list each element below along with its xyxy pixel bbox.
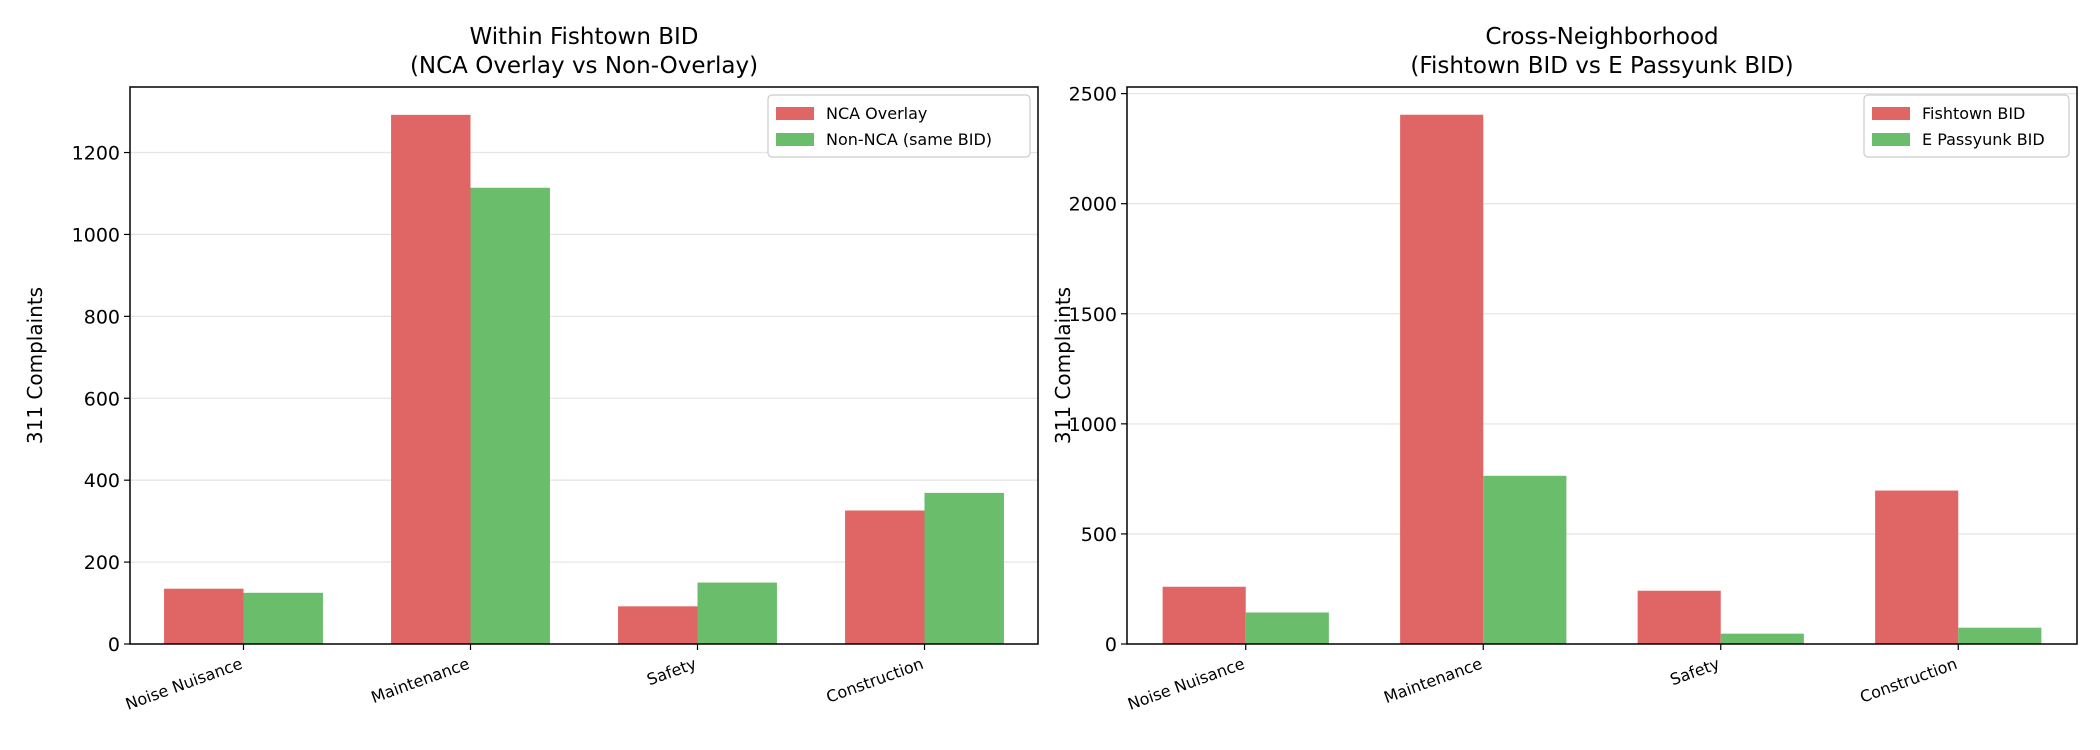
y-tick-label: 600 <box>84 388 120 410</box>
chart-panel-1: 0 200 400 600 800 1000 1200 Noise Nuisance Maint… <box>23 24 1039 714</box>
bar-nca-overlay-2 <box>618 606 698 644</box>
bar-e-passyunk-bid-1 <box>1483 475 1567 644</box>
bar-e-passyunk-bid-2 <box>1720 633 1804 644</box>
legend-label: NCA Overlay <box>826 104 927 123</box>
legend-label: Fishtown BID <box>1922 104 2025 123</box>
y-tick-label: 2000 <box>1069 194 1117 216</box>
legend-label: E Passyunk BID <box>1922 130 2045 149</box>
x-tick-label: Noise Nuisance <box>123 654 245 714</box>
chart-title: Cross-Neighborhood <box>1485 24 1718 50</box>
y-tick-label: 200 <box>84 552 120 574</box>
bar-non-nca-same-bid--0 <box>243 592 323 644</box>
legend-box <box>1863 94 2070 158</box>
legend: NCA Overlay Non-NCA (same BID) <box>767 94 1031 158</box>
legend-swatch <box>1872 107 1910 120</box>
bar-fishtown-bid-3 <box>1875 490 1959 644</box>
bar-non-nca-same-bid--1 <box>470 187 550 644</box>
x-tick-label: Noise Nuisance <box>1125 654 1247 714</box>
chart-title: (NCA Overlay vs Non-Overlay) <box>410 53 758 79</box>
y-tick-label: 1500 <box>1069 304 1117 326</box>
x-tick-label: Construction <box>824 654 926 707</box>
y-tick-label: 1000 <box>1069 414 1117 436</box>
y-tick-label: 1200 <box>72 143 120 165</box>
bar-nca-overlay-0 <box>164 588 244 644</box>
x-tick-label: Maintenance <box>369 654 472 707</box>
axes-frame <box>1126 86 2078 645</box>
y-tick-label: 0 <box>108 634 120 656</box>
y-tick-label: 500 <box>1081 524 1117 546</box>
legend-swatch <box>776 107 814 120</box>
legend: Fishtown BID E Passyunk BID <box>1863 94 2070 158</box>
chart-title: Within Fishtown BID <box>469 24 698 50</box>
bar-fishtown-bid-1 <box>1400 114 1484 644</box>
x-tick-label: Safety <box>1668 654 1723 689</box>
y-tick-label: 2500 <box>1069 84 1117 106</box>
axes-frame <box>129 86 1039 645</box>
y-tick-label: 400 <box>84 470 120 492</box>
bar-fishtown-bid-2 <box>1637 590 1721 644</box>
x-tick-label: Construction <box>1857 654 1959 707</box>
x-tick-label: Maintenance <box>1381 654 1484 707</box>
y-axis-label: 311 Complaints <box>23 287 47 444</box>
y-tick-label: 1000 <box>72 224 120 246</box>
y-axis-label: 311 Complaints <box>1051 287 1075 444</box>
y-tick-label: 800 <box>84 306 120 328</box>
bar-non-nca-same-bid--3 <box>924 492 1004 644</box>
chart-panel-2: 0 500 1000 1500 2000 2500 Noise Nuisance Mainte… <box>1051 24 2078 714</box>
bar-e-passyunk-bid-0 <box>1245 612 1329 644</box>
bar-nca-overlay-1 <box>391 114 471 645</box>
bar-non-nca-same-bid--2 <box>697 582 777 644</box>
legend-box <box>767 94 1031 158</box>
legend-swatch <box>776 133 814 146</box>
legend-label: Non-NCA (same BID) <box>826 130 992 149</box>
x-tick-label: Safety <box>644 654 699 689</box>
y-tick-label: 0 <box>1105 634 1117 656</box>
chart-title: (Fishtown BID vs E Passyunk BID) <box>1410 53 1793 79</box>
bar-fishtown-bid-0 <box>1162 586 1246 644</box>
bar-nca-overlay-3 <box>845 510 925 644</box>
legend-swatch <box>1872 133 1910 146</box>
bar-e-passyunk-bid-3 <box>1958 627 2042 644</box>
